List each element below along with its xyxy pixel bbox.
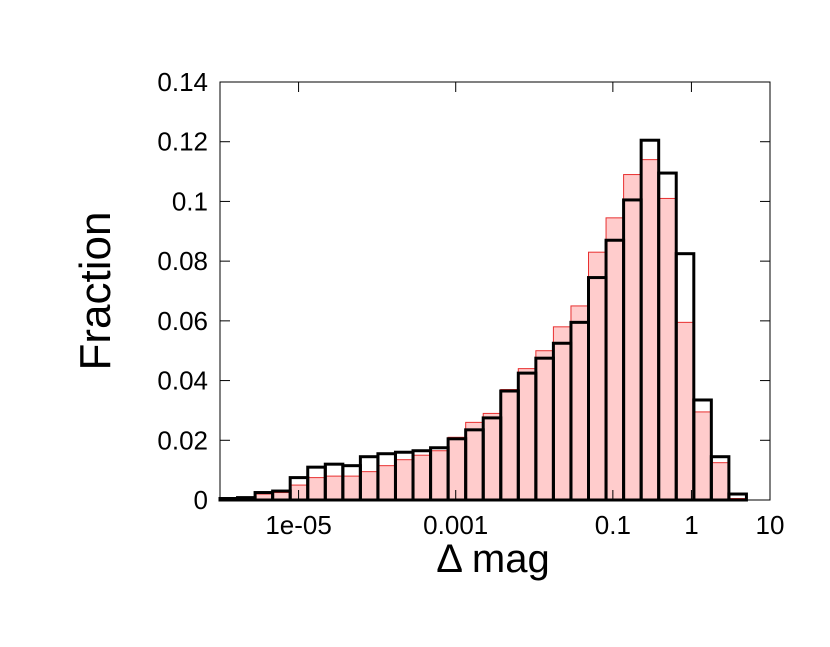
bar [605, 217, 625, 501]
y-tick-label: 0.04 [157, 366, 208, 396]
x-tick-label: 1e-05 [265, 510, 332, 540]
y-tick-label: 0 [194, 485, 208, 515]
bar [465, 421, 484, 501]
bar [412, 454, 432, 501]
bar [658, 197, 677, 501]
y-tick-label: 0.02 [157, 425, 208, 455]
y-tick-label: 0.12 [157, 127, 208, 157]
bar [588, 251, 607, 501]
bar [307, 477, 326, 501]
plot-frame [219, 81, 771, 501]
bar [675, 321, 695, 501]
bar [324, 475, 344, 501]
bar [359, 471, 379, 501]
bar [640, 159, 660, 501]
bar [710, 462, 730, 501]
bar [570, 305, 590, 501]
bar [430, 450, 449, 501]
bar [623, 174, 642, 501]
bar [552, 326, 572, 501]
y-axis-label: Fraction [71, 212, 120, 371]
bar [727, 492, 748, 502]
bar [377, 465, 396, 501]
y-tick-label: 0.06 [157, 306, 208, 336]
x-tick-label: 0.1 [595, 510, 631, 540]
y-tick-label: 0.08 [157, 246, 208, 276]
bar [517, 368, 537, 501]
bar [500, 389, 519, 501]
bar [342, 475, 361, 501]
bar [394, 459, 414, 501]
bar [482, 412, 502, 501]
y-tick-label: 0.1 [172, 186, 208, 216]
x-tick-label: 10 [756, 510, 785, 540]
x-tick-label: 1 [684, 510, 698, 540]
bar [447, 436, 467, 501]
y-tick-label: 0.14 [157, 67, 208, 97]
bar [693, 411, 712, 501]
x-axis-label: Δ mag [436, 537, 549, 581]
x-tick-label: 0.001 [423, 510, 488, 540]
bar [535, 350, 554, 501]
